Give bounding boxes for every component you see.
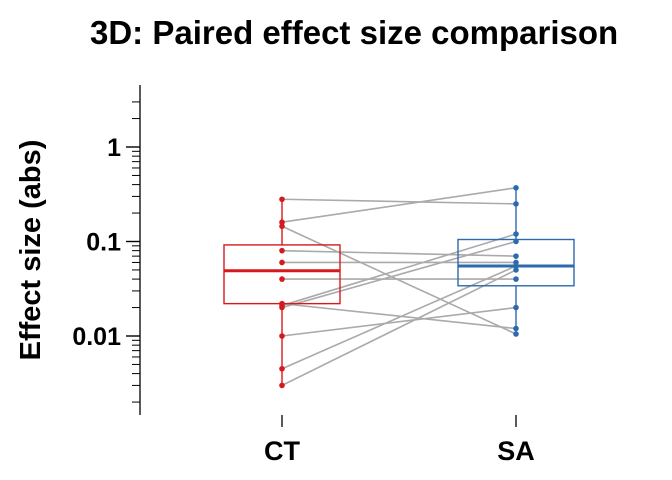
data-point-ct (279, 333, 285, 339)
pair-line (281, 240, 517, 309)
data-point-sa (513, 185, 519, 191)
data-point-ct (279, 382, 285, 389)
pair-line (281, 233, 517, 307)
data-point-sa (513, 201, 519, 207)
data-point-ct (279, 196, 285, 203)
data-point-sa (513, 231, 519, 237)
x-axis: CT SA (264, 415, 535, 466)
data-point-ct (279, 247, 285, 254)
data-point-ct (279, 276, 285, 282)
x-tick-label: SA (497, 436, 535, 466)
data-point-sa (513, 263, 519, 269)
y-tick-label: 1 (107, 134, 121, 162)
y-axis-label: Effect size (abs) (15, 140, 47, 361)
data-point-sa (513, 267, 519, 273)
pair-line (281, 187, 517, 224)
pair-line (281, 265, 517, 370)
pair-line (281, 198, 517, 205)
chart-title: 3D: Paired effect size comparison (90, 14, 618, 51)
y-axis: 1 0.1 0.01 (72, 85, 141, 415)
data-point-sa (513, 325, 519, 332)
box-ct (223, 244, 341, 305)
data-point-ct (279, 365, 285, 372)
pair-line (281, 306, 517, 337)
points (279, 185, 519, 389)
data-point-ct (279, 223, 285, 230)
y-tick-label: 0.01 (72, 323, 121, 351)
data-point-sa (513, 331, 519, 337)
pair-lines (281, 187, 517, 387)
data-point-ct (279, 304, 285, 311)
pair-line (281, 302, 517, 330)
x-tick-label: CT (264, 436, 300, 466)
data-point-sa (513, 238, 519, 245)
pair-line (281, 225, 517, 335)
pair-line (281, 269, 517, 387)
boxes (223, 187, 575, 386)
data-point-sa (513, 276, 519, 282)
data-point-ct (279, 219, 285, 226)
y-tick-label: 0.1 (86, 229, 121, 257)
data-point-ct (279, 259, 285, 266)
data-point-sa (513, 304, 519, 311)
pair-line (281, 249, 517, 257)
data-point-sa (513, 253, 519, 259)
